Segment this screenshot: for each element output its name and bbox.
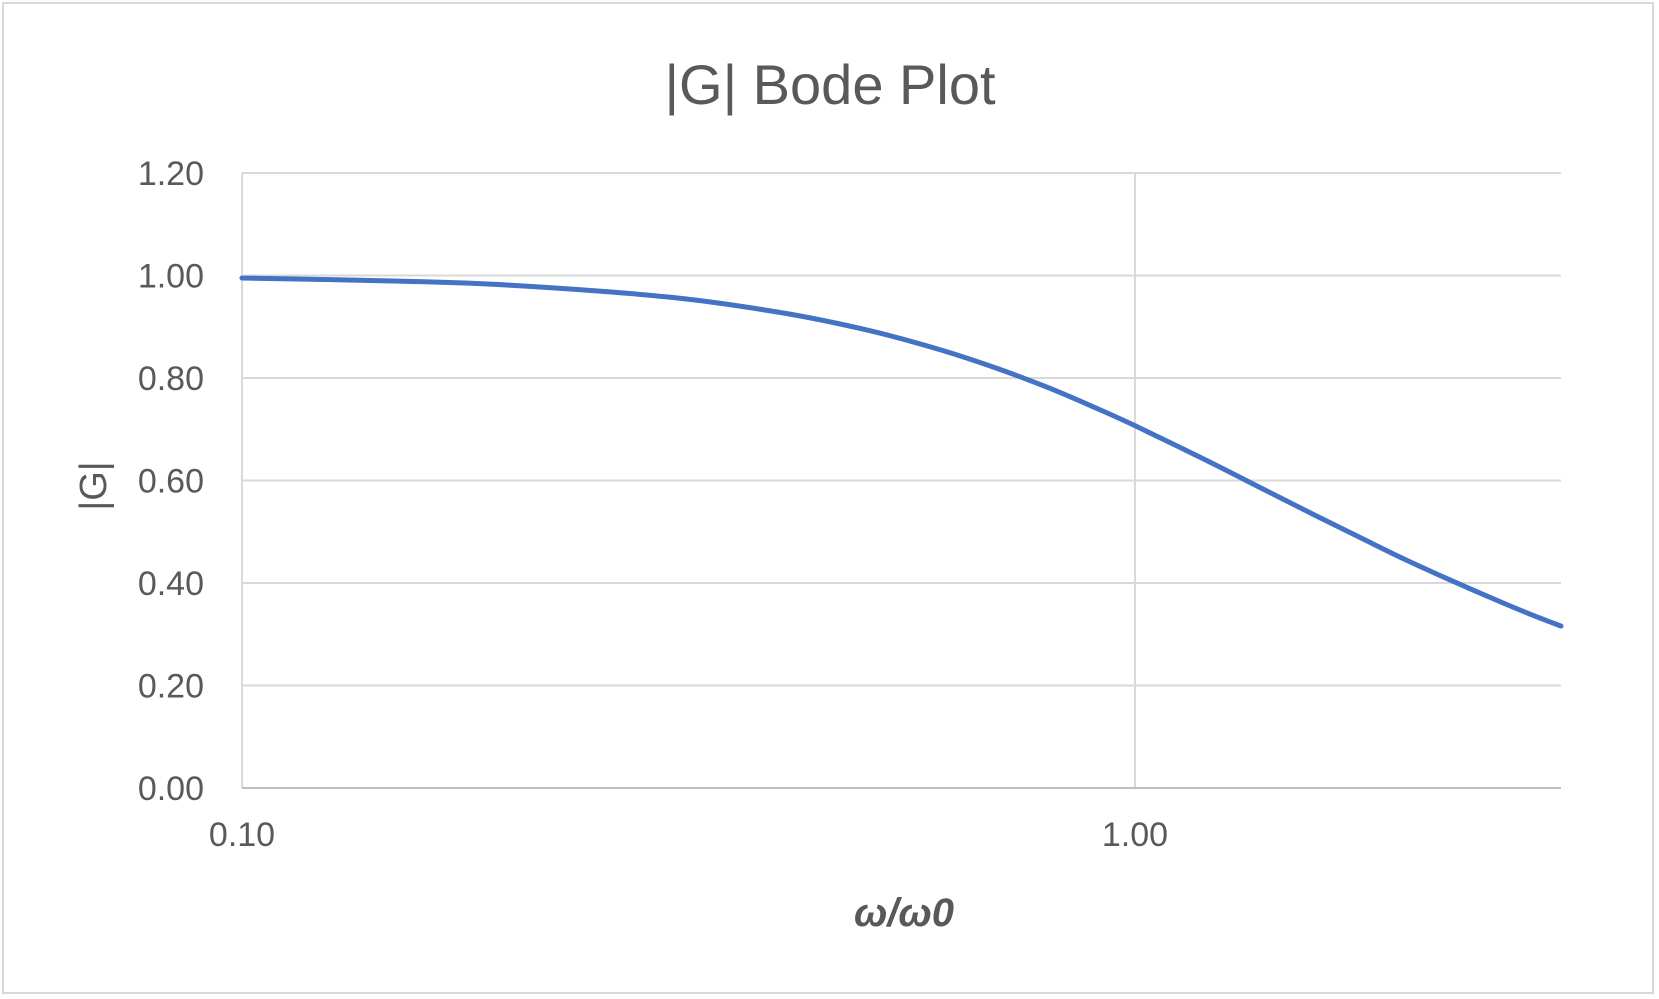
x-tick-label: 0.10: [209, 816, 275, 854]
gridlines: [242, 172, 1561, 788]
series-lines: [239, 275, 1564, 629]
y-tick-label: 1.20: [138, 155, 204, 193]
y-tick-label: 0.60: [138, 463, 204, 501]
y-axis-label: |G|: [73, 461, 115, 510]
tick-labels: 0.00 0.20 0.40 0.60 0.80 1.00 1.20 0.10 1.00: [138, 155, 1168, 854]
y-tick-label: 0.40: [138, 565, 204, 603]
chart-canvas: 0.00 0.20 0.40 0.60 0.80 1.00 1.20 0.10 1.00 |G|…: [73, 53, 1564, 935]
y-tick-label: 0.00: [138, 770, 204, 808]
y-tick-label: 0.80: [138, 360, 204, 398]
y-tick-label: 0.20: [138, 668, 204, 706]
series-line: [239, 275, 1564, 629]
axes: [241, 173, 1561, 789]
x-tick-label: 1.00: [1102, 816, 1168, 854]
x-axis-label: ω/ω0: [854, 891, 954, 935]
chart-title: |G| Bode Plot: [664, 53, 995, 116]
y-tick-label: 1.00: [138, 258, 204, 296]
